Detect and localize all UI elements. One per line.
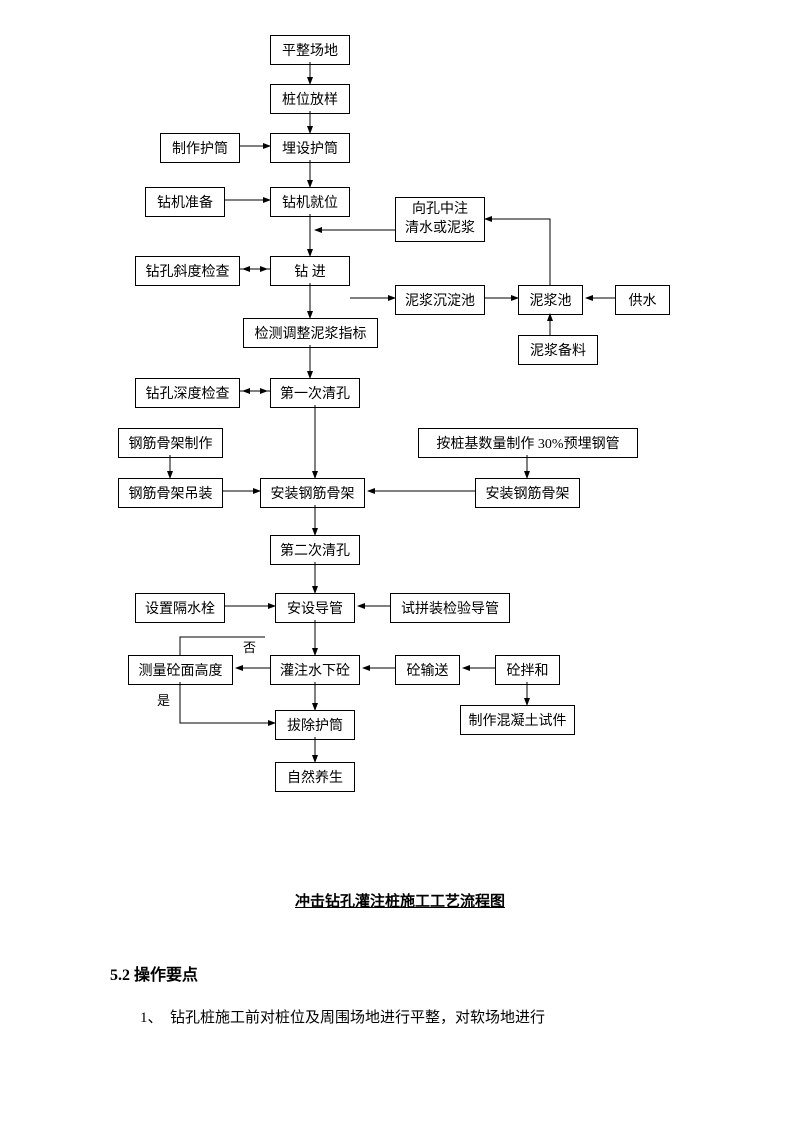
- node-incline-check: 钻孔斜度检查: [135, 256, 240, 286]
- node-concrete-sample: 制作混凝土试件: [460, 705, 575, 735]
- node-remove-casing: 拔除护筒: [275, 710, 355, 740]
- node-mud-settle: 泥浆沉淀池: [395, 285, 485, 315]
- node-pour-concrete: 灌注水下砼: [270, 655, 360, 685]
- node-embed-pipe: 按桩基数量制作 30%预埋钢管: [418, 428, 638, 458]
- node-inject-water: 向孔中注 清水或泥浆: [395, 197, 485, 242]
- node-pile-layout: 桩位放样: [270, 84, 350, 114]
- node-drill-position: 钻机就位: [270, 187, 350, 217]
- node-measure-height: 测量砼面高度: [128, 655, 233, 685]
- node-install-rebar: 安装钢筋骨架: [260, 478, 365, 508]
- node-concrete-mix: 砼拌和: [495, 655, 560, 685]
- node-mud-pool: 泥浆池: [518, 285, 583, 315]
- node-drilling: 钻 进: [270, 256, 350, 286]
- node-bury-casing: 埋设护筒: [270, 133, 350, 163]
- label-yes: 是: [157, 690, 170, 709]
- node-make-casing: 制作护筒: [160, 133, 240, 163]
- node-drill-prep: 钻机准备: [145, 187, 225, 217]
- node-mud-material: 泥浆备料: [518, 335, 598, 365]
- node-water-supply: 供水: [615, 285, 670, 315]
- label-no: 否: [243, 637, 256, 656]
- node-install-rebar2: 安装钢筋骨架: [475, 478, 580, 508]
- node-concrete-transport: 砼输送: [395, 655, 460, 685]
- node-second-clean: 第二次清孔: [270, 535, 360, 565]
- flowchart-caption: 冲击钻孔灌注桩施工工艺流程图: [0, 890, 800, 911]
- node-depth-check: 钻孔深度检查: [135, 378, 240, 408]
- flowchart-container: 平整场地 桩位放样 制作护筒 埋设护筒 钻机准备 钻机就位 向孔中注 清水或泥浆…: [0, 0, 800, 880]
- node-install-pipe: 安设导管: [275, 593, 355, 623]
- node-first-clean: 第一次清孔: [270, 378, 360, 408]
- node-rebar-lift: 钢筋骨架吊装: [118, 478, 223, 508]
- node-inject-water-text: 向孔中注 清水或泥浆: [405, 201, 475, 237]
- node-water-stop: 设置隔水栓: [135, 593, 225, 623]
- node-curing: 自然养生: [275, 762, 355, 792]
- node-test-pipe: 试拼装检验导管: [390, 593, 510, 623]
- node-rebar-make: 钢筋骨架制作: [118, 428, 223, 458]
- section-heading: 5.2 操作要点: [110, 961, 800, 985]
- node-level-site: 平整场地: [270, 35, 350, 65]
- section-item-1: 1、 钻孔桩施工前对桩位及周围场地进行平整，对软场地进行: [140, 1005, 800, 1032]
- node-mud-index: 检测调整泥浆指标: [243, 318, 378, 348]
